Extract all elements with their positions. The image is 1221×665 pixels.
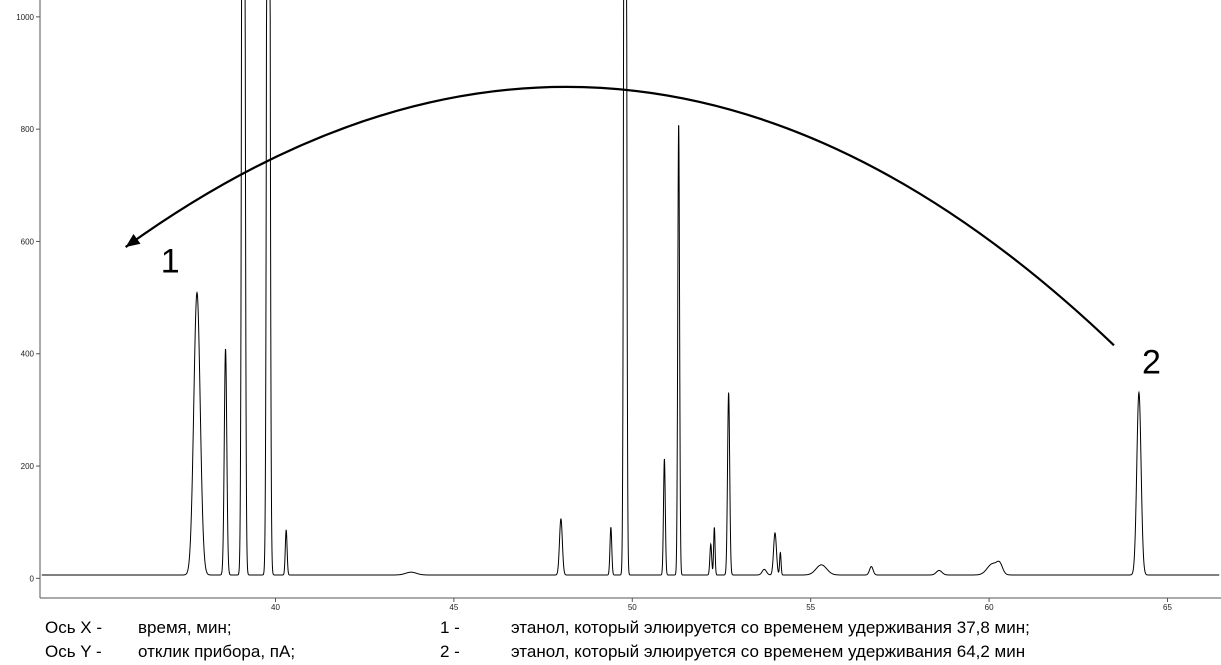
legend-x-axis: Ось X - (45, 618, 103, 637)
legend-x-meaning: время, мин; (138, 618, 232, 637)
peak-label-2: 2 (1142, 343, 1161, 381)
peak-labels: 12 (161, 242, 1161, 381)
arrow-curve (124, 85, 1115, 347)
legend-item-2-desc: этанол, который элюируется со временем у… (511, 642, 1026, 661)
legend-y-axis: Ось Y - (45, 642, 102, 661)
axes (39, 0, 1221, 599)
x-tick-label: 50 (628, 603, 637, 612)
arrow-head (125, 234, 141, 248)
y-tick-label: 800 (21, 125, 35, 134)
legend: Ось X - время, мин; 1 - этанол, который … (0, 614, 1221, 665)
x-tick-label: 60 (985, 603, 994, 612)
y-tick-label: 1000 (16, 13, 34, 22)
legend-item-1-number: 1 - (440, 618, 460, 637)
ticks: 40 45 50 55 60 65 0 200 400 600 800 1000 (16, 13, 1172, 612)
peak-label-1: 1 (161, 242, 180, 280)
annotation-arrow (124, 85, 1115, 347)
x-tick-label: 65 (1163, 603, 1172, 612)
y-tick-label: 200 (21, 462, 35, 471)
x-tick-label: 55 (806, 603, 815, 612)
y-tick-label: 0 (30, 574, 35, 583)
y-tick-label: 400 (21, 350, 35, 359)
chromatogram-trace (41, 0, 1220, 576)
legend-item-1-desc: этанол, который элюируется со временем у… (511, 618, 1030, 637)
x-tick-label: 45 (449, 603, 458, 612)
legend-y-meaning: отклик прибора, пА; (138, 642, 296, 661)
legend-item-2-number: 2 - (440, 642, 460, 661)
x-tick-label: 40 (271, 603, 280, 612)
y-tick-label: 600 (21, 237, 35, 246)
